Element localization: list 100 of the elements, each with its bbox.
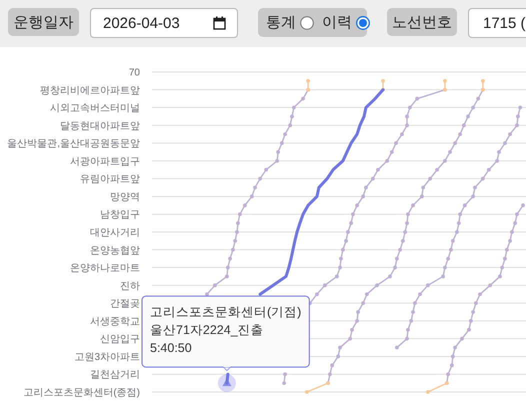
y-tick-label: 고리스포츠문화센터(종점) [23, 388, 140, 398]
point [393, 266, 397, 270]
point [441, 274, 445, 278]
point [453, 346, 457, 350]
point [292, 106, 296, 110]
y-tick-label: 간절곶 [110, 298, 140, 310]
y-tick-label: 울산박물관,울산대공원동문앞 [7, 138, 140, 150]
point [235, 230, 239, 234]
text: 운행일자 [14, 12, 74, 32]
point [361, 194, 366, 198]
point [349, 221, 353, 226]
point [510, 230, 514, 234]
y-tick-label: 온양하나로마트 [70, 263, 140, 274]
point [468, 318, 473, 323]
point [376, 168, 380, 172]
y-tick-label: 길천삼거리 [90, 370, 140, 381]
y-tick-label: 남창입구 [100, 210, 140, 221]
point [290, 114, 294, 118]
y-tick-label: 대안사거리 [90, 228, 140, 238]
point [508, 238, 512, 243]
point [504, 248, 509, 252]
point [228, 256, 232, 261]
point [395, 346, 399, 350]
point [338, 266, 342, 270]
point [428, 176, 432, 181]
point [361, 301, 366, 306]
point [236, 221, 240, 226]
point [340, 248, 345, 252]
point [415, 96, 420, 101]
point [264, 168, 268, 172]
point [486, 168, 491, 172]
point [515, 123, 519, 128]
point [471, 310, 475, 314]
point [471, 106, 475, 110]
point [364, 186, 368, 190]
point [205, 292, 209, 296]
point [385, 158, 390, 163]
point [405, 336, 409, 341]
point [409, 318, 414, 323]
point [450, 363, 454, 368]
point [413, 301, 417, 306]
point [226, 266, 230, 270]
point [351, 212, 355, 216]
point [478, 292, 482, 296]
point [233, 238, 238, 243]
y-tick-label: 온양농협앞 [90, 245, 140, 256]
point [516, 114, 520, 118]
point [421, 186, 426, 190]
point [355, 318, 359, 323]
point [388, 274, 392, 278]
point [355, 203, 359, 208]
point [375, 283, 379, 288]
point [395, 256, 399, 261]
point [474, 301, 478, 306]
annotation: 고리스포츠문화센터(기점) 울산71자2224_진출 5:40:50 [150, 305, 302, 356]
point [426, 390, 430, 394]
point [394, 141, 398, 146]
point [471, 194, 475, 198]
point [456, 221, 461, 226]
y-tick-label: 시외고속버스터미널 [50, 103, 140, 114]
point [518, 106, 522, 110]
point [460, 336, 464, 341]
point [448, 150, 452, 154]
point [408, 106, 412, 110]
point [282, 381, 286, 386]
point [411, 203, 415, 208]
point [435, 168, 439, 172]
y-tick-label: 서생중학교 [90, 316, 140, 328]
point [400, 132, 404, 136]
point [280, 141, 284, 146]
point [403, 230, 408, 234]
point [420, 194, 424, 198]
point [315, 292, 319, 296]
point [213, 283, 217, 288]
point [336, 354, 340, 358]
point [462, 203, 467, 208]
point [381, 78, 385, 83]
point [276, 150, 280, 154]
point [455, 230, 459, 234]
point [476, 96, 480, 101]
y-tick-label: 유림아파트앞 [80, 174, 140, 186]
point [364, 292, 369, 296]
point [398, 248, 402, 252]
point [503, 256, 507, 261]
text: 통계 [266, 13, 296, 32]
point [466, 114, 470, 118]
point [356, 310, 360, 314]
point [301, 96, 305, 101]
point [443, 266, 447, 270]
point [488, 283, 492, 288]
point [288, 123, 292, 128]
point [344, 238, 348, 243]
text: 1715 ( [483, 14, 526, 32]
text: 2026-04-03 [103, 14, 180, 32]
point [243, 203, 247, 208]
point [405, 123, 409, 128]
point [339, 256, 343, 261]
point [508, 132, 512, 136]
point [253, 186, 257, 190]
point [443, 158, 447, 163]
